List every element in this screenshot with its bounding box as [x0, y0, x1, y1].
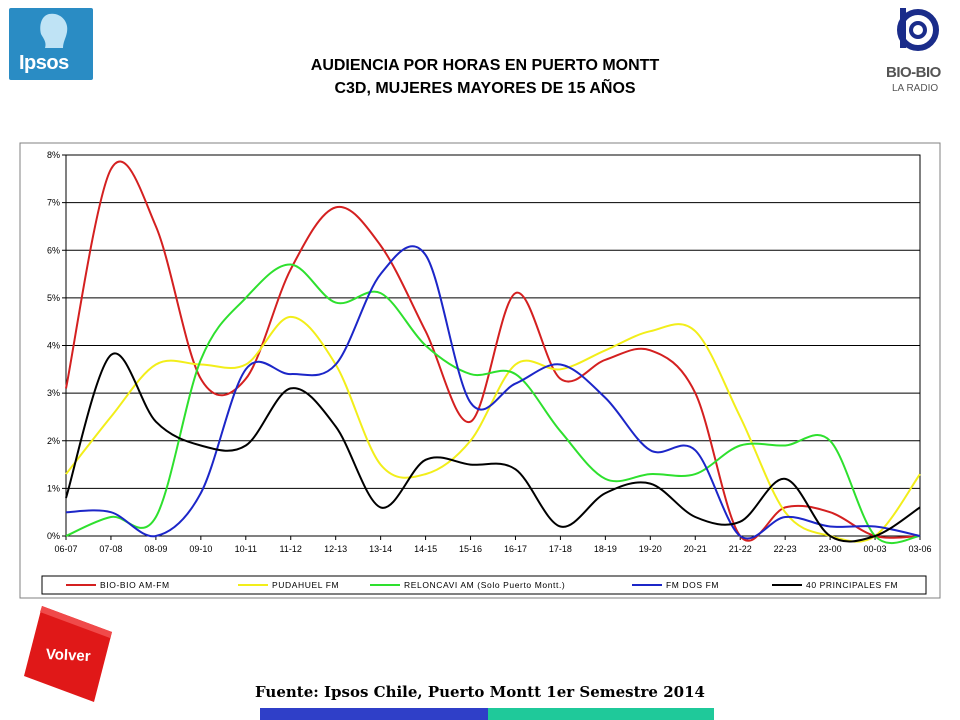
- x-tick-label: 08-09: [144, 544, 167, 554]
- back-button-label: Volver: [45, 646, 91, 665]
- x-tick-label: 07-08: [99, 544, 122, 554]
- ipsos-head-icon: [40, 13, 68, 49]
- y-tick-label: 0%: [47, 531, 60, 541]
- series-line-2: [65, 315, 921, 543]
- x-tick-label: 09-10: [189, 544, 212, 554]
- legend-label: RELONCAVI AM (Solo Puerto Montt.): [404, 580, 565, 590]
- y-tick-label: 8%: [47, 150, 60, 160]
- series-line-5: [65, 352, 921, 543]
- y-tick-label: 4%: [47, 341, 60, 351]
- biobio-logo: BIO-BIO LA RADIO: [884, 6, 956, 98]
- x-tick-label: 20-21: [684, 544, 707, 554]
- x-tick-label: 10-11: [235, 544, 257, 554]
- y-tick-label: 2%: [47, 436, 60, 446]
- biobio-logo-subtext: LA RADIO: [892, 83, 939, 94]
- series-line-4: [65, 245, 921, 540]
- footer-bar-green: [488, 708, 714, 720]
- x-tick-label: 06-07: [54, 544, 77, 554]
- ipsos-logo: Ipsos: [9, 8, 93, 80]
- footer-bar-blue: [260, 708, 488, 720]
- legend-label: BIO-BIO AM-FM: [100, 580, 170, 590]
- back-button[interactable]: Volver: [24, 604, 114, 704]
- x-tick-label: 19-20: [639, 544, 662, 554]
- biobio-emblem-icon: [897, 8, 939, 51]
- y-tick-label: 6%: [47, 245, 60, 255]
- chart-title-line2: C3D, MUJERES MAYORES DE 15 AÑOS: [334, 80, 636, 97]
- x-tick-label: 00-03: [864, 544, 887, 554]
- x-tick-label: 17-18: [549, 544, 572, 554]
- x-tick-label: 21-22: [729, 544, 752, 554]
- x-tick-label: 13-14: [369, 544, 392, 554]
- x-tick-label: 03-06: [908, 544, 931, 554]
- series-line-1: [65, 160, 921, 542]
- biobio-logo-text: BIO-BIO: [886, 64, 941, 81]
- legend-label: 40 PRINCIPALES FM: [806, 580, 898, 590]
- x-tick-label: 14-15: [414, 544, 437, 554]
- legend-label: FM DOS FM: [666, 580, 719, 590]
- x-tick-label: 22-23: [774, 544, 797, 554]
- y-tick-label: 5%: [47, 293, 60, 303]
- x-tick-label: 15-16: [459, 544, 482, 554]
- back-button-shape: Volver: [24, 606, 112, 702]
- legend-box: [41, 575, 927, 595]
- x-tick-label: 12-13: [324, 544, 347, 554]
- series-line-3: [65, 263, 921, 544]
- x-tick-label: 11-12: [280, 544, 302, 554]
- chart-area-border: [19, 142, 941, 599]
- chart-title-line1: AUDIENCIA POR HORAS EN PUERTO MONTT: [310, 57, 660, 74]
- legend-label: PUDAHUEL FM: [272, 580, 339, 590]
- x-tick-label: 23-00: [819, 544, 842, 554]
- ipsos-logo-text: Ipsos: [19, 52, 69, 74]
- x-tick-label: 16-17: [504, 544, 527, 554]
- source-note: Fuente: Ipsos Chile, Puerto Montt 1er Se…: [255, 683, 705, 701]
- y-tick-label: 3%: [47, 388, 60, 398]
- x-tick-label: 18-19: [594, 544, 617, 554]
- y-tick-label: 1%: [47, 483, 60, 493]
- y-tick-label: 7%: [47, 198, 60, 208]
